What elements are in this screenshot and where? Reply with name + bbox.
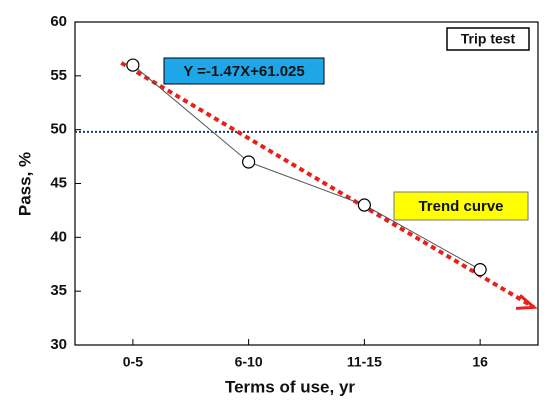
data-point xyxy=(126,58,140,72)
trend-label-box xyxy=(393,191,529,221)
trend-arrowhead xyxy=(515,294,538,310)
y-tick-label: 45 xyxy=(50,174,67,191)
x-tick-label: 11-15 xyxy=(347,354,382,370)
y-tick-label: 50 xyxy=(50,121,67,138)
y-tick-label: 55 xyxy=(50,67,67,84)
trend-label: Trend curve xyxy=(418,198,503,215)
y-axis-label: Pass, % xyxy=(15,152,34,216)
y-tick-label: 40 xyxy=(50,228,67,245)
data-point xyxy=(242,155,256,169)
equation-box xyxy=(163,57,325,85)
y-tick-label: 30 xyxy=(50,336,67,353)
legend-text: Trip test xyxy=(461,31,516,47)
data-point xyxy=(357,198,371,212)
trend-line xyxy=(120,61,536,310)
x-axis-label: Terms of use, yr xyxy=(225,377,355,396)
data-point xyxy=(473,263,487,277)
x-tick-label: 0-5 xyxy=(123,354,143,370)
x-tick-label: 16 xyxy=(472,354,488,370)
equation: Y =-1.47X+61.025 xyxy=(183,63,305,80)
y-tick-label: 60 xyxy=(50,13,67,30)
y-tick-label: 35 xyxy=(50,282,67,299)
x-tick-label: 6-10 xyxy=(235,354,263,370)
legend-box xyxy=(446,27,530,51)
data-line xyxy=(132,64,481,271)
